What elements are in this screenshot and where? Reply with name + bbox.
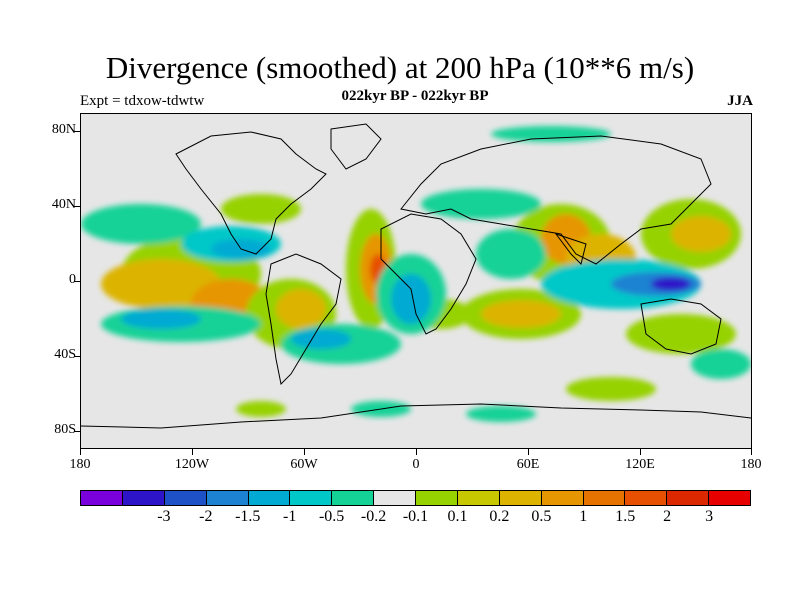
colorbar <box>80 490 751 506</box>
season-label: JJA <box>727 93 753 109</box>
colorbar-swatch <box>374 491 416 505</box>
experiment-label: Expt = tdxow-tdwtw <box>80 93 205 109</box>
colorbar-swatch <box>248 491 291 505</box>
colorbar-label: -3 <box>157 508 171 525</box>
colorbar-swatch <box>164 491 207 505</box>
lat-tick <box>74 206 80 207</box>
lat-tick <box>74 356 80 357</box>
lon-label-120e: 120E <box>625 457 655 472</box>
colorbar-swatch <box>332 491 375 505</box>
colorbar-label: 0.2 <box>489 508 510 525</box>
lon-tick <box>304 449 305 455</box>
colorbar-swatch <box>583 491 626 505</box>
lon-tick <box>192 449 193 455</box>
colorbar-label: -1 <box>283 508 297 525</box>
lon-tick <box>751 449 752 455</box>
colorbar-swatch <box>541 491 584 505</box>
colorbar-label: 1.5 <box>615 508 636 525</box>
colorbar-label: 0.5 <box>531 508 552 525</box>
lat-tick <box>74 281 80 282</box>
colorbar-swatch <box>416 491 458 505</box>
colorbar-label: -0.2 <box>360 508 387 525</box>
lon-tick <box>416 449 417 455</box>
divergence-field <box>81 126 751 422</box>
colorbar-swatch <box>667 491 710 505</box>
colorbar-label: -0.1 <box>402 508 429 525</box>
lat-tick <box>74 131 80 132</box>
colorbar-swatch <box>457 491 500 505</box>
lon-tick <box>80 449 81 455</box>
divergence-map <box>80 113 752 449</box>
colorbar-label: 1 <box>579 508 588 525</box>
colorbar-swatch <box>499 491 542 505</box>
lon-label-60e: 60E <box>516 457 540 472</box>
colorbar-label: -1.5 <box>235 508 261 525</box>
lon-tick <box>528 449 529 455</box>
colorbar-label: -2 <box>199 508 213 525</box>
chart-subtitle: 022kyr BP - 022kyr BP <box>341 88 489 104</box>
colorbar-label: 3 <box>705 508 714 525</box>
lat-label-40s: 40S <box>54 347 76 362</box>
lat-label-40n: 40N <box>51 197 76 212</box>
lat-tick <box>74 431 80 432</box>
colorbar-swatch <box>290 491 333 505</box>
colorbar-label: -0.5 <box>318 508 345 525</box>
chart-title: Divergence (smoothed) at 200 hPa (10**6 … <box>105 50 695 85</box>
lon-label-180w: 180 <box>69 457 91 472</box>
lon-tick <box>640 449 641 455</box>
colorbar-swatch <box>709 491 750 505</box>
coastlines <box>81 123 751 429</box>
colorbar-label: 0.1 <box>447 508 468 525</box>
colorbar-swatch <box>122 491 165 505</box>
lon-label-0: 0 <box>412 457 420 472</box>
colorbar-swatch <box>625 491 668 505</box>
lat-label-80s: 80S <box>54 422 76 437</box>
lat-label-0: 0 <box>69 272 76 287</box>
colorbar-swatch <box>206 491 249 505</box>
colorbar-label: 2 <box>663 508 672 525</box>
lat-label-80n: 80N <box>51 122 76 137</box>
lon-label-60w: 60W <box>290 457 318 472</box>
lon-label-180e: 180 <box>740 457 762 472</box>
colorbar-swatch <box>81 491 123 505</box>
lon-label-120w: 120W <box>174 457 210 472</box>
